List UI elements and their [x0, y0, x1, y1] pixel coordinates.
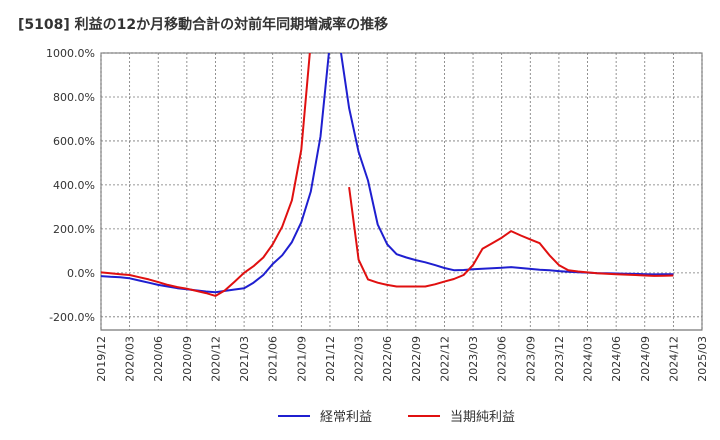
y-tick-label: 1000.0%	[46, 47, 95, 60]
y-tick-label: 600.0%	[53, 135, 95, 148]
x-tick-label: 2020/06	[152, 336, 165, 382]
x-tick-label: 2021/12	[324, 336, 337, 382]
legend: 経常利益 当期純利益	[278, 410, 515, 425]
x-tick-label: 2022/06	[381, 336, 394, 382]
x-tick-label: 2024/12	[667, 336, 680, 382]
x-tick-label: 2024/09	[639, 336, 652, 382]
x-tick-label: 2024/03	[582, 336, 595, 382]
series-lines	[101, 53, 674, 297]
y-tick-label: 200.0%	[53, 223, 95, 236]
series-line-2	[348, 186, 674, 288]
x-tick-label: 2022/12	[438, 336, 451, 382]
y-tick-label: 800.0%	[53, 91, 95, 104]
legend-label-2: 当期純利益	[450, 410, 515, 425]
x-tick-label: 2022/03	[353, 336, 366, 382]
y-tick-label: -200.0%	[49, 311, 95, 324]
x-tick-label: 2023/09	[524, 336, 537, 382]
x-axis-ticks: 2019/12 2020/03 2020/06 2020/09 2020/12 2021/…	[95, 336, 709, 382]
plot-area	[100, 52, 703, 331]
series-line-2	[101, 53, 311, 297]
y-tick-label: 400.0%	[53, 179, 95, 192]
x-tick-label: 2021/03	[238, 336, 251, 382]
x-tick-label: 2020/03	[124, 336, 137, 382]
y-tick-label: 0.0%	[67, 267, 95, 280]
grid-lines	[100, 52, 703, 330]
x-tick-label: 2019/12	[95, 336, 108, 382]
x-tick-label: 2022/09	[410, 336, 423, 382]
x-tick-label: 2024/06	[610, 336, 623, 382]
plot-frame	[100, 52, 703, 331]
y-axis-ticks: -200.0% 0.0% 200.0% 400.0% 600.0% 800.0% 1000.…	[46, 47, 95, 324]
x-tick-label: 2023/03	[467, 336, 480, 382]
x-tick-label: 2023/06	[496, 336, 509, 382]
x-tick-label: 2021/09	[295, 336, 308, 382]
x-tick-label: 2020/12	[209, 336, 222, 382]
legend-label-1: 経常利益	[320, 410, 372, 425]
x-tick-label: 2021/06	[267, 336, 280, 382]
x-tick-label: 2025/03	[696, 336, 709, 382]
x-tick-label: 2020/09	[181, 336, 194, 382]
chart-title: [5108] 利益の12か月移動合計の対前年同期増減率の推移	[18, 17, 389, 33]
x-tick-label: 2023/12	[553, 336, 566, 382]
